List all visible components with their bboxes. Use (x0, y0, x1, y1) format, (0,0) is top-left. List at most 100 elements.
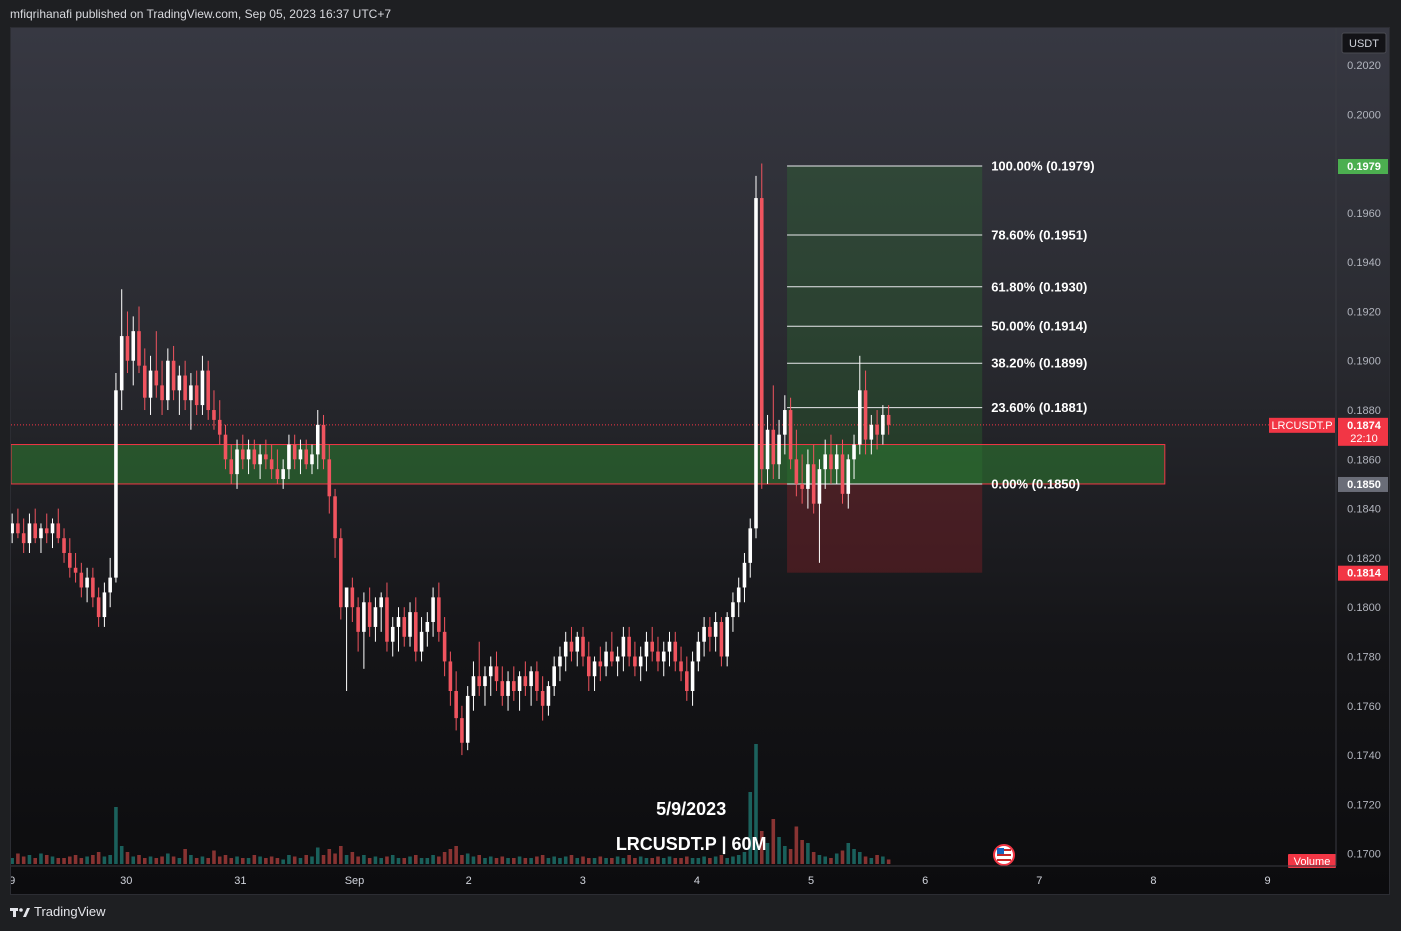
volume-bar (62, 858, 66, 864)
volume-bar (11, 858, 14, 864)
price-tick-label: 0.2020 (1347, 60, 1381, 72)
fib-level-label: 38.20% (0.1899) (991, 356, 1087, 371)
volume-bar (252, 855, 257, 864)
volume-bar (863, 856, 868, 864)
candle-body (402, 617, 407, 637)
candle-body (506, 681, 510, 696)
volume-bar (800, 840, 804, 864)
volume-bar (269, 856, 274, 864)
volume-bar (633, 858, 637, 864)
candle-body (119, 336, 124, 391)
volume-bar (327, 849, 332, 864)
volume-bar (806, 843, 810, 864)
candles (11, 163, 891, 756)
volume-bar (102, 856, 107, 864)
volume-bar (171, 856, 176, 864)
volume-bars (11, 744, 891, 864)
candle-body (114, 390, 118, 578)
candle-body (356, 607, 360, 632)
candle-body (413, 612, 418, 652)
volume-bar (465, 853, 470, 864)
volume-bar (385, 856, 389, 864)
candle-body (661, 651, 666, 662)
candle-body (598, 661, 603, 667)
volume-bar (333, 853, 337, 864)
price-tick-label: 0.1760 (1347, 701, 1381, 713)
volume-bar (679, 858, 683, 864)
candle-body (200, 370, 205, 406)
volume-bar (39, 853, 43, 864)
candle-body (535, 671, 539, 692)
volume-bar (33, 858, 37, 864)
volume-bar (535, 856, 539, 864)
candle-body (171, 360, 176, 391)
time-axis: 9 30 31 Sep 2 3 4 5 6 7 8 9 (11, 865, 1336, 887)
volume-bar (131, 856, 136, 864)
candle-body (33, 523, 37, 539)
volume-bar (858, 852, 862, 864)
price-chart[interactable]: 100.00% (0.1979) 78.60% (0.1951) 61.80% (0… (11, 28, 1389, 894)
top-bar: mfiqrihanafi published on TradingView.co… (0, 0, 1401, 27)
volume-bar (488, 856, 493, 864)
volume-bar (373, 856, 378, 864)
volume-bar (379, 858, 383, 864)
candle-body (425, 621, 430, 632)
candle-body (310, 454, 314, 465)
chart-frame[interactable]: 100.00% (0.1979) 78.60% (0.1951) 61.80% (0… (10, 27, 1390, 895)
volume-bar (811, 852, 816, 864)
volume-bar (367, 858, 372, 864)
candle-body (696, 641, 701, 662)
volume-bar (96, 852, 101, 864)
candle-body (811, 464, 816, 504)
candle-body (50, 523, 55, 534)
overlay-text: 5/9/2023 LRCUSDT.P | 60M Volume (616, 799, 1336, 868)
volume-bar (419, 858, 424, 864)
volume-bar (788, 849, 793, 864)
volume-bar (50, 856, 55, 864)
volume-bar (194, 858, 199, 864)
candle-body (846, 459, 851, 494)
volume-bar (610, 858, 614, 864)
candle-body (189, 385, 193, 401)
tradingview-logo[interactable]: TradingView (10, 904, 106, 919)
volume-bar (356, 856, 360, 864)
candle-body (512, 681, 516, 692)
volume-bar (627, 855, 631, 864)
volume-bar (315, 847, 320, 864)
candle-body (736, 587, 741, 603)
volume-bar (425, 858, 430, 864)
volume-bar (702, 856, 706, 864)
candle-body (102, 592, 107, 618)
candle-body (650, 641, 654, 652)
volume-bar (621, 858, 626, 864)
symbol-tag (1269, 417, 1335, 433)
candle-body (644, 641, 649, 657)
volume-bar (471, 856, 476, 864)
volume-bar (834, 853, 839, 864)
price-tick-label: 0.1940 (1347, 257, 1381, 269)
candle-body (765, 429, 770, 470)
candle-body (558, 656, 562, 667)
tradingview-brand: TradingView (34, 904, 106, 919)
volume-bar (558, 858, 562, 864)
price-tick-label: 0.1700 (1347, 849, 1381, 861)
time-tick-label: 4 (694, 875, 700, 887)
volume-bar (563, 856, 568, 864)
time-tick-label: 30 (120, 875, 132, 887)
candle-body (304, 449, 309, 465)
overlay-symbol: LRCUSDT.P | 60M (616, 834, 767, 854)
volume-bar (575, 858, 580, 864)
price-tick-label: 0.1920 (1347, 306, 1381, 318)
candle-body (794, 459, 799, 484)
candle-body (858, 390, 862, 445)
volume-bar (817, 855, 822, 864)
price-tick-label: 0.1780 (1347, 652, 1381, 664)
volume-bar (783, 846, 787, 864)
last-price-countdown: 22:10 (1350, 433, 1378, 445)
candle-body (142, 365, 147, 398)
candle-body (448, 661, 453, 692)
volume-bar (598, 856, 603, 864)
volume-bar (604, 858, 608, 864)
volume-bar (512, 858, 516, 864)
volume-bar (523, 858, 528, 864)
